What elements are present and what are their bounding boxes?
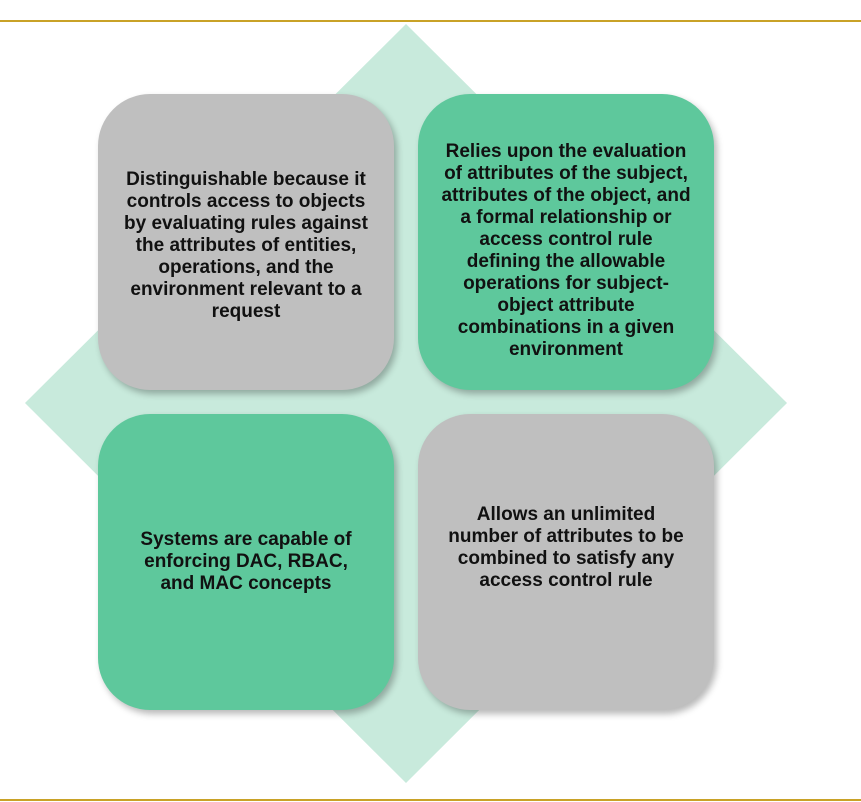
quadrant-top-left: Distinguishable because it controls acce… [98,94,394,390]
quadrant-bottom-right: Allows an unlimited number of attributes… [418,414,714,710]
quadrant-bottom-left-text: Systems are capable of enforcing DAC, RB… [140,529,352,594]
quadrant-bottom-right-text: Allows an unlimited number of attributes… [448,504,684,591]
quadrant-top-right-text: Relies upon the evaluation of attributes… [441,141,691,360]
top-divider-line [0,20,861,22]
quadrant-top-right: Relies upon the evaluation of attributes… [418,94,714,390]
bottom-divider-line [0,799,861,801]
quadrant-bottom-left: Systems are capable of enforcing DAC, RB… [98,414,394,710]
quadrant-top-left-text: Distinguishable because it controls acce… [124,169,368,322]
